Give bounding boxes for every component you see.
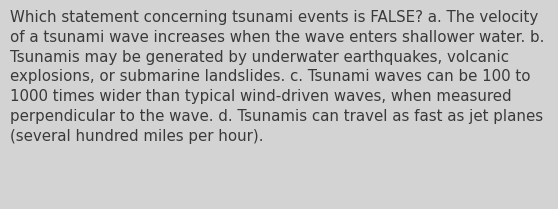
Text: Which statement concerning tsunami events is FALSE? a. The velocity of a tsunami: Which statement concerning tsunami event… xyxy=(10,10,545,144)
